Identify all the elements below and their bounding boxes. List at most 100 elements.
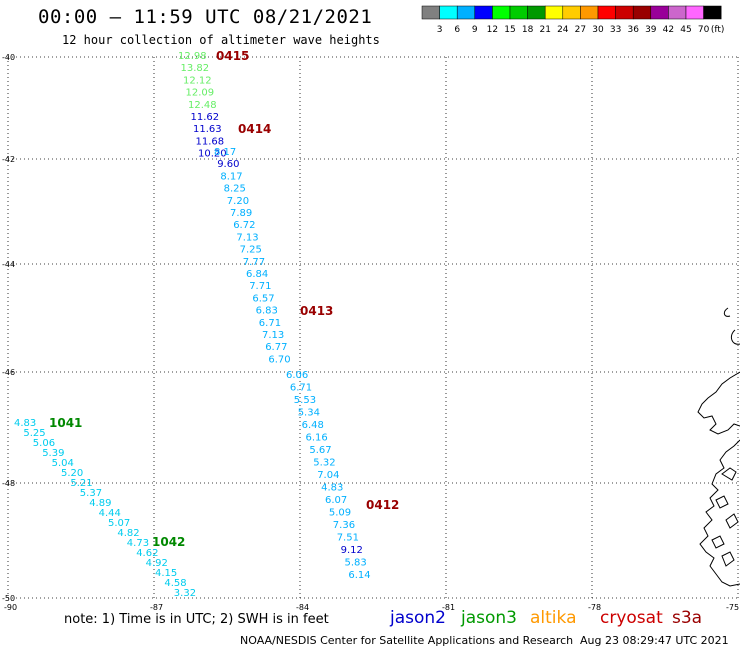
wave-height-value: 6.70 — [268, 354, 290, 365]
color-swatch — [456, 5, 476, 20]
wave-height-value: 6.16 — [306, 433, 328, 444]
wave-height-value: 5.67 — [309, 445, 331, 456]
track-time-label: 1042 — [152, 535, 185, 549]
wave-height-value: 11.62 — [191, 112, 220, 123]
wave-height-value: 4.44 — [99, 508, 121, 519]
wave-height-value: 7.04 — [317, 470, 339, 481]
color-scale-label: 45 — [680, 25, 691, 35]
lat-label: -50 — [2, 594, 15, 603]
color-scale-bar: 3 6 9 12 15 18 21 24 27 30 33 36 39 42 45 70 (ft) — [421, 5, 725, 35]
color-scale-label: (ft) — [711, 25, 725, 35]
wave-height-value: 4.92 — [146, 558, 168, 569]
wave-height-value: 5.20 — [61, 468, 83, 479]
wave-height-value: 6.07 — [325, 495, 347, 506]
wave-height-value: 5.06 — [33, 438, 55, 449]
map-title: 00:00 — 11:59 UTC 08/21/2021 — [38, 6, 373, 28]
wave-height-value: 7.20 — [227, 196, 249, 207]
wave-height-value: 7.51 — [337, 533, 359, 544]
track-time-label: 0415 — [216, 49, 249, 63]
wave-height-value: 5.34 — [298, 408, 320, 419]
wave-height-value: 7.13 — [236, 232, 258, 243]
wave-height-value: 12.09 — [186, 88, 215, 99]
color-scale-label: 39 — [645, 25, 657, 35]
wave-height-value: 6.57 — [252, 293, 274, 304]
lon-label: -75 — [726, 603, 739, 612]
color-scale-label: 6 — [454, 25, 460, 35]
legend-altika: altika — [530, 608, 577, 628]
wave-height-value: 9.12 — [341, 545, 363, 556]
color-swatch — [650, 5, 669, 20]
color-scale-label: 24 — [557, 25, 569, 35]
color-scale-label: 30 — [592, 25, 604, 35]
color-scale-label: 33 — [610, 25, 621, 35]
lon-label: -90 — [4, 603, 17, 612]
lat-label: -42 — [2, 155, 15, 164]
credit-line: NOAA/NESDIS Center for Satellite Applica… — [240, 634, 574, 647]
lon-label: -78 — [588, 603, 601, 612]
wave-height-value: 4.62 — [136, 548, 158, 559]
color-scale-label: 70 — [698, 25, 710, 35]
generated-timestamp: Aug 23 08:29:47 UTC 2021 — [580, 634, 729, 647]
wave-height-value: 6.06 — [286, 370, 308, 381]
wave-height-value: 4.82 — [117, 528, 139, 539]
color-swatch — [668, 5, 687, 20]
wave-height-value: 5.09 — [329, 508, 351, 519]
lat-label: -40 — [2, 53, 15, 62]
wave-height-value: 5.32 — [313, 458, 335, 469]
wave-height-value: 5.21 — [70, 478, 92, 489]
color-swatch — [509, 5, 528, 20]
color-swatch — [597, 5, 616, 20]
wave-height-value: 4.15 — [155, 568, 177, 579]
wave-height-value: 11.68 — [196, 136, 225, 147]
legend-cryosat: cryosat — [600, 608, 663, 628]
color-scale-label: 12 — [487, 25, 498, 35]
color-scale-label: 27 — [575, 25, 586, 35]
lat-label: -44 — [2, 260, 15, 269]
color-scale-label: 3 — [437, 25, 443, 35]
map-subtitle: 12 hour collection of altimeter wave hei… — [62, 33, 380, 47]
wave-height-value: 6.83 — [256, 306, 278, 317]
lon-label: -81 — [442, 603, 455, 612]
wave-height-value: 5.53 — [294, 395, 316, 406]
color-swatch — [632, 5, 652, 20]
wave-height-value: 7.36 — [333, 520, 355, 531]
wave-height-value: 5.04 — [52, 458, 74, 469]
color-swatch — [544, 5, 564, 20]
color-scale-label: 9 — [472, 25, 478, 35]
color-swatch — [562, 5, 581, 20]
wave-height-value: 7.77 — [243, 257, 265, 268]
track-time-label: 0412 — [366, 498, 399, 512]
wave-height-value: 6.84 — [246, 269, 268, 280]
color-scale-label: 42 — [663, 25, 674, 35]
wave-height-value: 7.71 — [249, 281, 271, 292]
wave-height-value: 13.82 — [181, 63, 210, 74]
wave-height-value: 6.72 — [233, 220, 255, 231]
wave-height-value: 4.83 — [321, 483, 343, 494]
color-scale-label: 36 — [627, 25, 639, 35]
legend-jason3: jason3 — [461, 608, 517, 628]
wave-height-value: 5.07 — [108, 518, 130, 529]
wave-height-value: 8.17 — [214, 147, 236, 158]
wave-height-value: 4.83 — [14, 418, 36, 429]
wave-height-value: 7.89 — [230, 208, 252, 219]
lat-label: -46 — [2, 368, 15, 377]
legend-s3a: s3a — [672, 608, 703, 628]
wave-height-value: 6.14 — [348, 570, 370, 581]
wave-height-value: 5.37 — [80, 488, 102, 499]
color-swatch — [615, 5, 634, 20]
wave-height-value: 5.39 — [42, 448, 64, 459]
wave-height-value: 4.89 — [89, 498, 111, 509]
coastline — [697, 307, 740, 587]
wave-height-value: 6.48 — [302, 420, 324, 431]
color-swatch — [474, 5, 493, 20]
track-time-label: 0414 — [238, 122, 271, 136]
color-swatch — [421, 5, 440, 20]
footnote: note: 1) Time is in UTC; 2) SWH is in fe… — [64, 612, 329, 627]
wave-height-value: 8.17 — [220, 171, 242, 182]
wave-height-value: 4.73 — [127, 538, 149, 549]
wave-height-value: 6.71 — [259, 318, 281, 329]
lon-label: -87 — [150, 603, 163, 612]
wave-height-value: 6.77 — [265, 342, 287, 353]
